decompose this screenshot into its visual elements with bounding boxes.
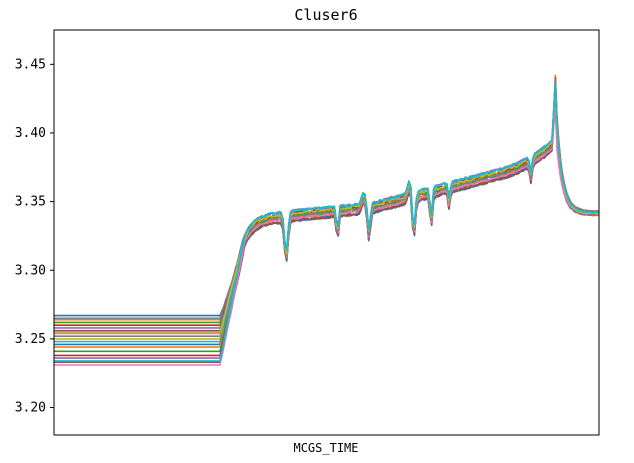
series-line (54, 82, 599, 362)
plot-frame (53, 29, 600, 436)
y-tick-label: 3.40 (15, 126, 46, 141)
series-layer (54, 74, 599, 366)
y-tick-label: 3.30 (15, 263, 46, 278)
series-line (54, 106, 599, 366)
chart-title: Cluser6 (294, 6, 357, 24)
series-line (54, 78, 599, 320)
series-line (54, 85, 599, 333)
x-axis-label: MCGS_TIME (293, 441, 358, 455)
series-line (54, 97, 599, 364)
y-tick-label: 3.35 (15, 195, 46, 210)
y-tick-label: 3.20 (15, 401, 46, 416)
y-tick-label: 3.45 (15, 57, 46, 72)
y-axis: 3.20 3.25 3.30 3.35 3.40 3.45 (15, 57, 54, 416)
y-tick-label: 3.25 (15, 332, 46, 347)
series-line (54, 91, 599, 348)
